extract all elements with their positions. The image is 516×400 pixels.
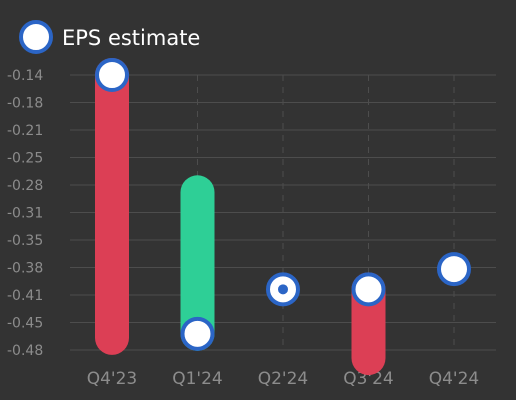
y-tick-label: -0.21 xyxy=(7,123,43,139)
bar-1[interactable] xyxy=(180,175,215,351)
estimate-point-0[interactable] xyxy=(95,58,129,92)
y-axis: -0.14 -0.18 -0.21 -0.25 -0.28 -0.31 -0.35 -0.38… xyxy=(7,68,43,359)
bars xyxy=(95,58,386,376)
y-tick-label: -0.14 xyxy=(7,68,43,84)
estimate-points xyxy=(95,58,471,351)
x-tick-label: Q4'23 xyxy=(87,369,138,389)
bar-0[interactable] xyxy=(95,58,129,355)
y-tick-label: -0.28 xyxy=(7,178,43,194)
estimate-point-1[interactable] xyxy=(180,316,215,351)
x-tick-label: Q4'24 xyxy=(429,369,480,389)
x-tick-label: Q3'24 xyxy=(343,369,394,389)
actual-point-2 xyxy=(278,284,288,295)
legend-marker xyxy=(19,20,53,54)
estimate-point-3[interactable] xyxy=(351,272,386,307)
y-tick-label: -0.45 xyxy=(7,316,43,332)
y-tick-label: -0.35 xyxy=(7,233,43,249)
y-tick-label: -0.18 xyxy=(7,96,43,112)
x-tick-label: Q2'24 xyxy=(258,369,309,389)
y-tick-label: -0.38 xyxy=(7,261,43,277)
estimate-point-4[interactable] xyxy=(437,252,471,287)
y-tick-label: -0.41 xyxy=(7,288,43,304)
x-tick-label: Q1'24 xyxy=(172,369,223,389)
x-axis: Q4'23 Q1'24 Q2'24 Q3'24 Q4'24 xyxy=(87,369,480,389)
legend[interactable]: EPS estimate xyxy=(19,20,200,54)
y-tick-label: -0.31 xyxy=(7,206,43,222)
grid xyxy=(70,74,496,351)
legend-label: EPS estimate xyxy=(62,26,200,50)
y-tick-label: -0.48 xyxy=(7,343,43,359)
y-tick-label: -0.25 xyxy=(7,151,43,167)
